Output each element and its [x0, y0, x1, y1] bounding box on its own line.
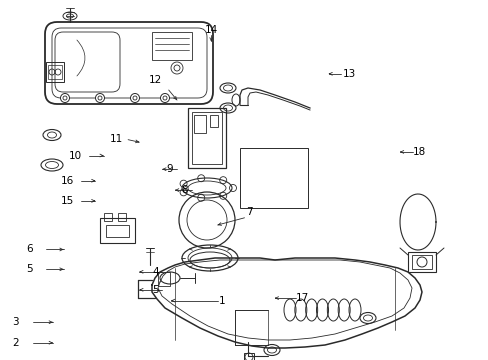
Text: 3: 3 — [12, 317, 19, 327]
Text: 12: 12 — [148, 75, 162, 85]
Bar — [407, 252, 435, 272]
Bar — [48, 65, 62, 79]
Bar — [104, 213, 112, 221]
Text: 17: 17 — [295, 293, 308, 303]
Text: 11: 11 — [109, 134, 123, 144]
Text: 5: 5 — [26, 264, 33, 274]
Text: 13: 13 — [342, 69, 356, 79]
Bar — [158, 272, 170, 286]
Text: 18: 18 — [412, 147, 426, 157]
Text: 15: 15 — [61, 196, 74, 206]
Bar — [411, 255, 431, 269]
Text: 5: 5 — [152, 285, 159, 295]
Text: 6: 6 — [26, 244, 33, 255]
Bar — [240, 148, 307, 208]
Bar — [106, 225, 129, 237]
Bar — [194, 115, 205, 133]
Text: 7: 7 — [245, 207, 252, 217]
Bar — [100, 218, 135, 243]
Circle shape — [130, 94, 139, 103]
Bar — [46, 62, 64, 82]
Text: 10: 10 — [69, 150, 82, 161]
Circle shape — [160, 94, 169, 103]
Text: 4: 4 — [152, 267, 159, 277]
Text: 16: 16 — [61, 176, 74, 186]
Bar — [192, 112, 222, 164]
Bar — [187, 108, 225, 168]
Circle shape — [61, 94, 69, 103]
Bar — [118, 213, 126, 221]
Bar — [152, 32, 192, 60]
Text: 8: 8 — [181, 185, 188, 195]
Text: 9: 9 — [166, 164, 173, 174]
Text: 14: 14 — [204, 24, 218, 35]
Bar — [209, 115, 218, 127]
Text: 1: 1 — [219, 296, 225, 306]
Text: 2: 2 — [12, 338, 19, 348]
Bar — [244, 353, 253, 360]
Circle shape — [95, 94, 104, 103]
